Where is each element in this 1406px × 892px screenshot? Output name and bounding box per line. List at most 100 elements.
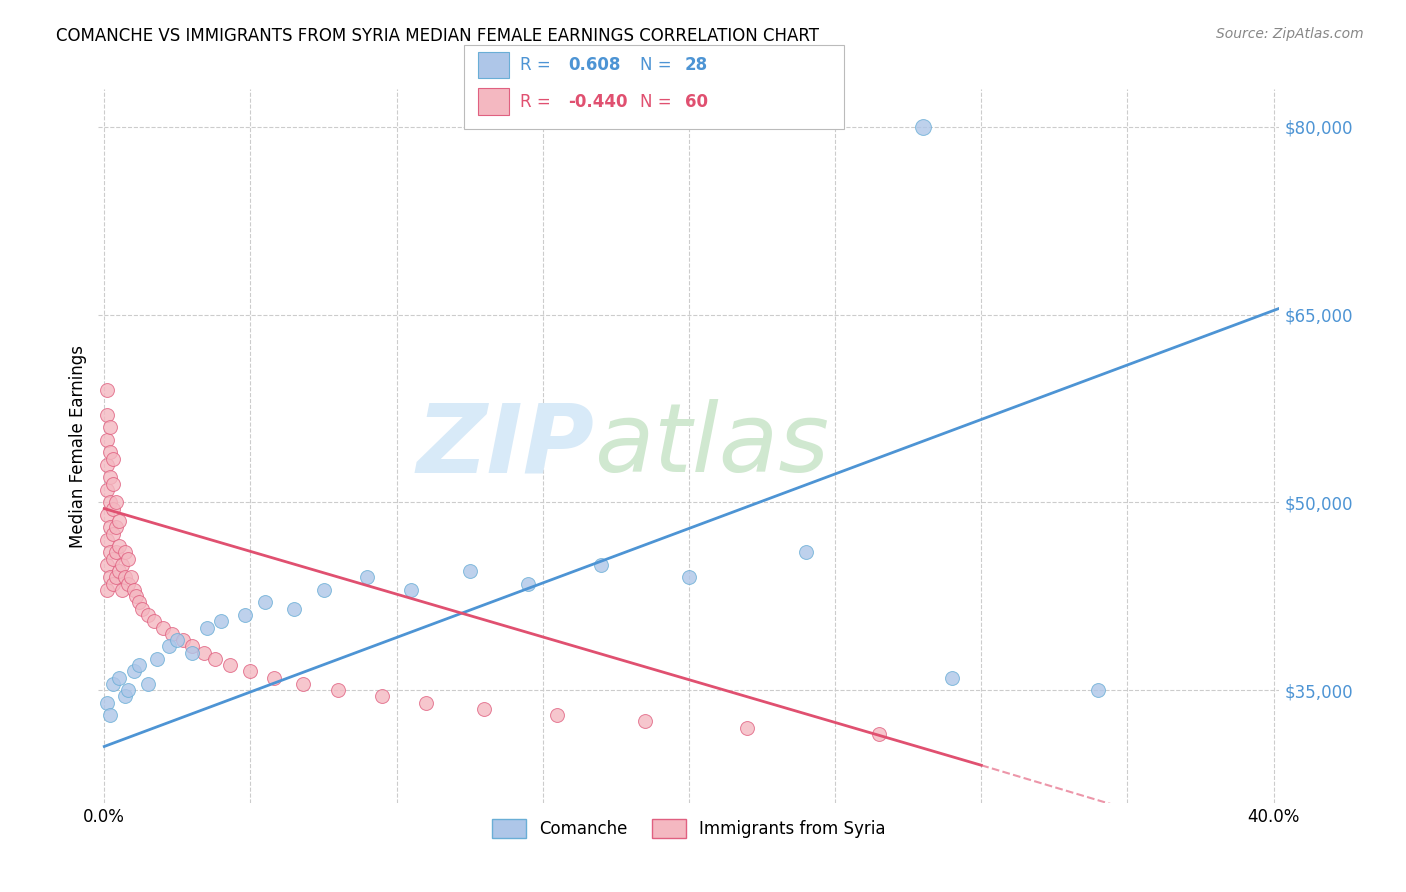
Point (101, 501, 124, 516)
Point (152, 621, 174, 635)
Point (101, 451, 124, 466)
Point (98, 470, 121, 484)
Point (868, 727, 890, 741)
Point (1087, 683, 1109, 698)
Point (181, 640, 204, 654)
Point (98, 420, 121, 434)
Legend: Comanche, Immigrants from Syria: Comanche, Immigrants from Syria (485, 812, 893, 845)
Point (219, 658, 242, 673)
Point (101, 476, 124, 491)
Point (122, 582, 145, 597)
Point (120, 570, 142, 584)
Point (634, 714, 657, 729)
Point (98, 445, 121, 459)
Point (517, 576, 540, 591)
Point (128, 595, 150, 609)
Point (233, 607, 256, 622)
Text: atlas: atlas (595, 400, 830, 492)
Point (96, 508, 118, 522)
Point (98, 520, 121, 534)
Point (157, 640, 180, 654)
Point (104, 520, 127, 534)
Point (193, 646, 215, 660)
Point (104, 570, 127, 584)
Point (114, 690, 136, 704)
Point (136, 607, 159, 622)
Text: 60: 60 (685, 93, 707, 111)
Point (114, 545, 136, 559)
Point (263, 671, 285, 685)
Point (101, 551, 124, 566)
Point (96, 582, 118, 597)
Point (458, 564, 481, 578)
Point (108, 539, 131, 553)
Point (415, 696, 437, 710)
Y-axis label: Median Female Earnings: Median Female Earnings (69, 344, 87, 548)
Point (312, 582, 335, 597)
Point (254, 595, 277, 609)
Text: R =: R = (520, 56, 551, 74)
Point (117, 551, 139, 566)
Point (399, 582, 422, 597)
Point (737, 721, 759, 735)
Point (195, 621, 218, 635)
Text: COMANCHE VS IMMIGRANTS FROM SYRIA MEDIAN FEMALE EARNINGS CORRELATION CHART: COMANCHE VS IMMIGRANTS FROM SYRIA MEDIAN… (56, 27, 820, 45)
Point (146, 652, 169, 666)
Point (794, 545, 817, 559)
Point (108, 564, 131, 578)
Point (114, 570, 136, 584)
Point (911, 120, 934, 134)
Point (104, 495, 127, 509)
Point (239, 665, 262, 679)
Text: ZIP: ZIP (416, 400, 595, 492)
Point (136, 677, 159, 691)
Point (111, 582, 134, 597)
Point (356, 570, 378, 584)
Point (96, 533, 118, 547)
Point (131, 601, 153, 615)
Point (125, 589, 148, 603)
Point (111, 558, 134, 572)
Point (101, 576, 124, 591)
Point (96, 433, 118, 447)
Point (98, 708, 121, 723)
Point (96, 408, 118, 422)
Point (204, 652, 226, 666)
Point (209, 614, 232, 628)
Point (101, 526, 124, 541)
Point (98, 545, 121, 559)
Point (591, 558, 613, 572)
Point (160, 627, 183, 641)
Point (143, 614, 166, 628)
Point (283, 601, 305, 615)
Point (96, 696, 118, 710)
Point (678, 570, 700, 584)
Text: R =: R = (520, 93, 551, 111)
Point (98, 570, 121, 584)
Point (104, 545, 127, 559)
Point (172, 633, 194, 648)
Point (96, 483, 118, 497)
Text: N =: N = (640, 93, 671, 111)
Point (128, 658, 150, 673)
Point (122, 665, 145, 679)
Point (98, 495, 121, 509)
Point (292, 677, 315, 691)
Text: -0.440: -0.440 (568, 93, 627, 111)
Point (546, 708, 568, 723)
Point (96, 383, 118, 397)
Point (472, 702, 495, 716)
Point (96, 558, 118, 572)
Point (108, 514, 131, 528)
Point (326, 683, 349, 698)
Text: Source: ZipAtlas.com: Source: ZipAtlas.com (1216, 27, 1364, 41)
Text: 28: 28 (685, 56, 707, 74)
Point (371, 690, 394, 704)
Point (117, 576, 139, 591)
Point (108, 671, 131, 685)
Point (166, 633, 188, 648)
Point (941, 671, 963, 685)
Point (96, 458, 118, 472)
Point (101, 677, 124, 691)
Text: 0.608: 0.608 (568, 56, 620, 74)
